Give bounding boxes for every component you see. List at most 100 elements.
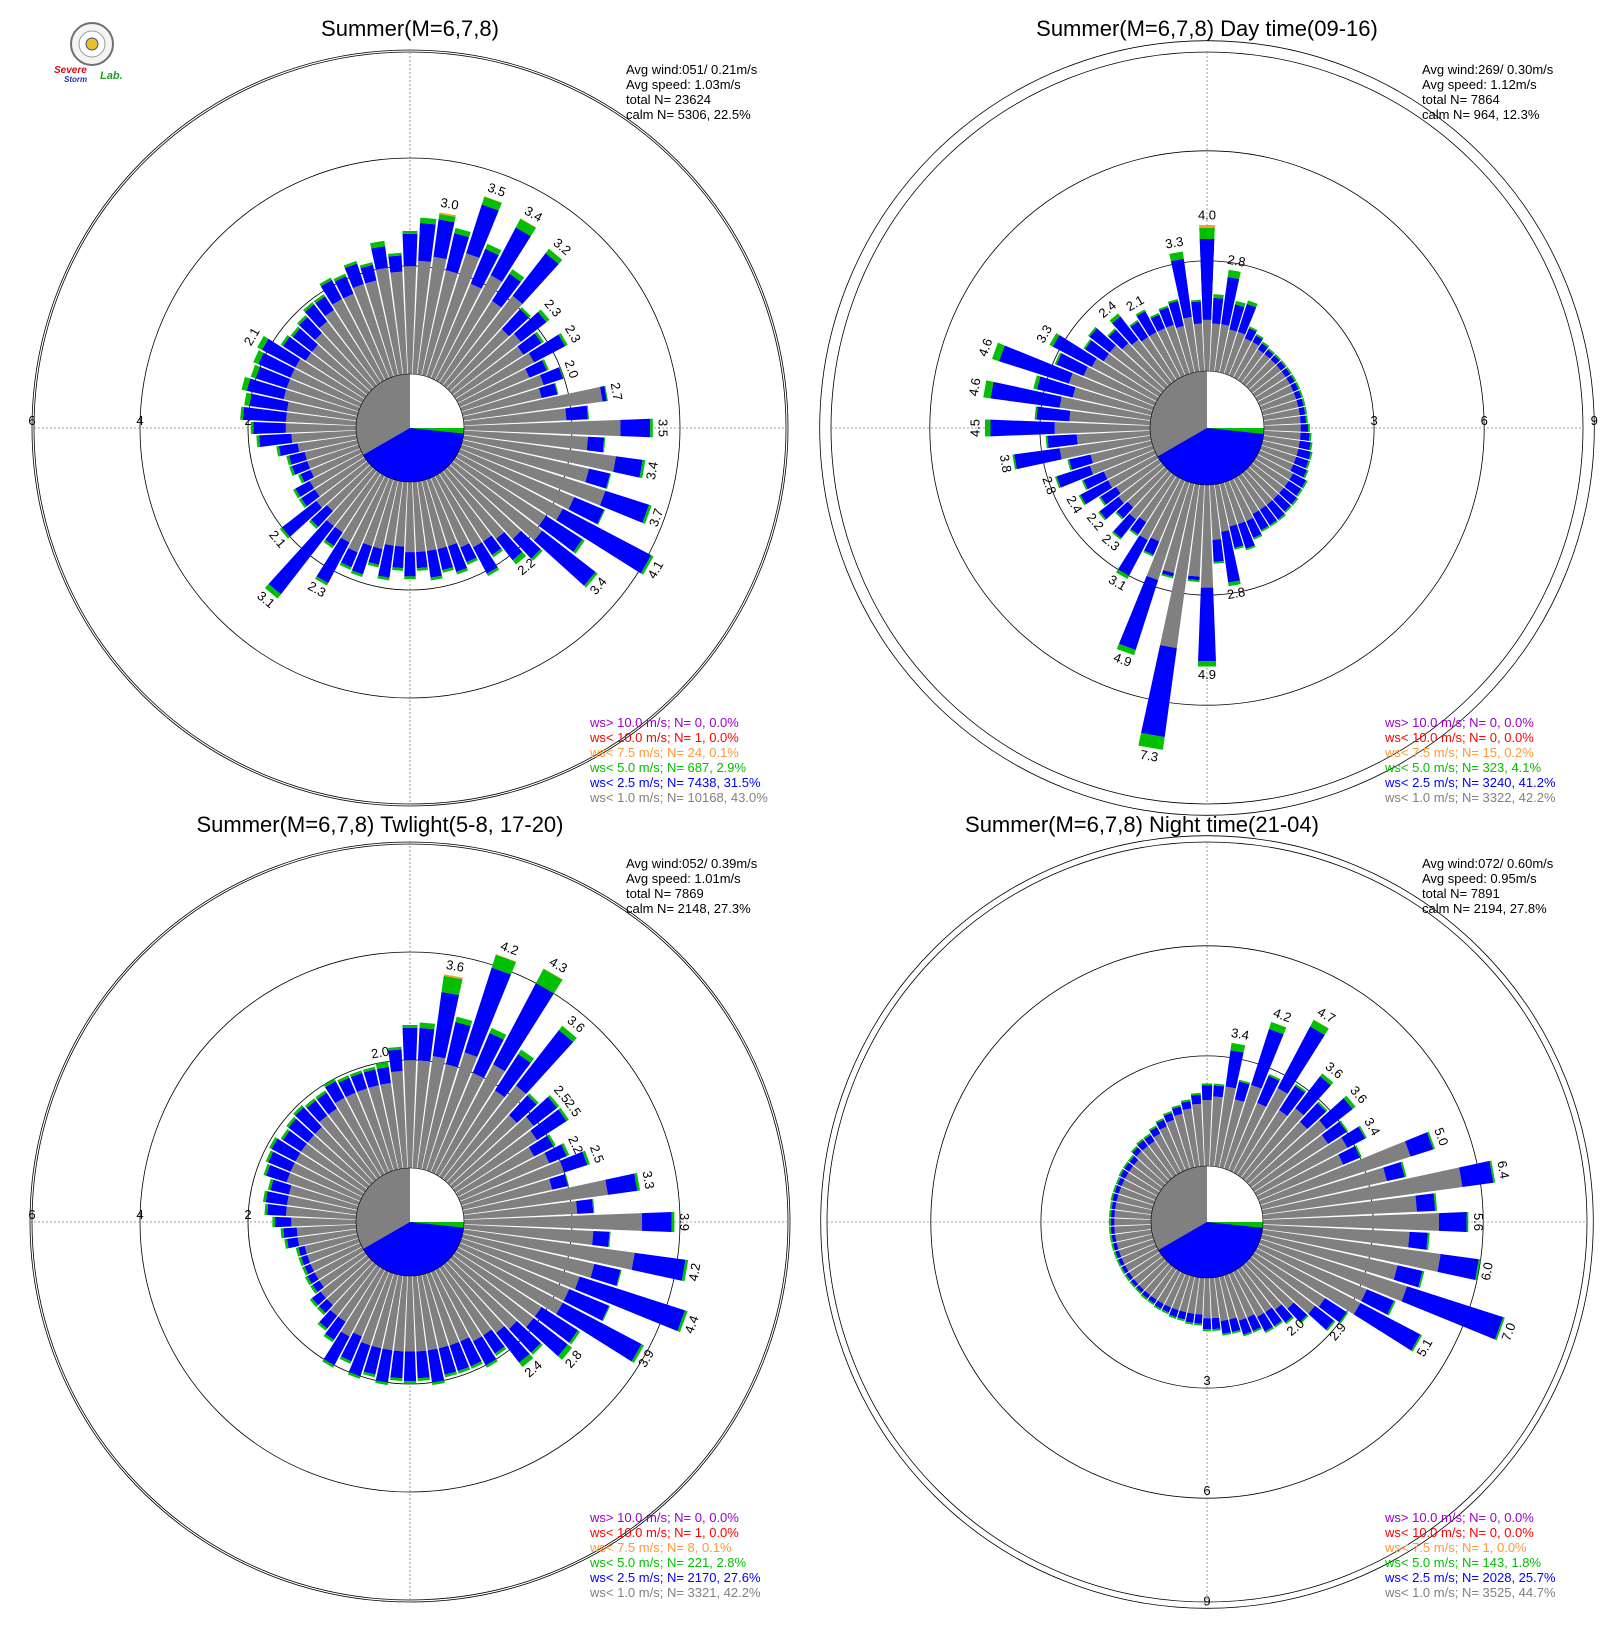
bar-segment-lt5 <box>1180 1099 1191 1103</box>
bar-segment-lt2_5 <box>472 1032 504 1078</box>
info-avg-speed: Avg speed: 1.03m/s <box>626 77 741 92</box>
bar-segment-lt5 <box>1147 1299 1155 1306</box>
bar-segment-lt2_5 <box>556 1302 642 1362</box>
bar-segment-lt5 <box>640 555 654 575</box>
bar-segment-lt2_5 <box>307 1272 319 1284</box>
bar-segment-lt2_5 <box>1229 304 1245 332</box>
bar-segment-lt2_5 <box>433 219 455 260</box>
bar-segment-lt1 <box>435 473 482 548</box>
bar-segment-lt1 <box>1233 1088 1288 1175</box>
bar-segment-lt5 <box>1155 1117 1164 1124</box>
bar-segment-lt1 <box>412 1275 427 1352</box>
bar-segment-lt2_5 <box>1114 1185 1122 1194</box>
ring-tick-label: 6 <box>1481 413 1488 428</box>
bar-segment-lt5 <box>985 419 991 437</box>
bar-label: 3.5 <box>656 419 671 437</box>
bar-segment-lt5 <box>681 1259 689 1282</box>
legend-entry: ws< 10.0 m/s; N= 1, 0.0% <box>589 730 739 745</box>
bar-segment-lt1 <box>1091 358 1159 402</box>
bar-segment-lt1 <box>1171 1273 1190 1311</box>
bar-segment-lt5 <box>250 364 261 379</box>
bar-segment-lt5 <box>392 567 404 571</box>
bar-segment-lt2_5 <box>1212 297 1224 325</box>
bar-segment-lt5 <box>1285 1316 1294 1325</box>
bar-segment-lt1 <box>363 478 394 547</box>
bar-segment-lt1 <box>403 266 417 375</box>
bar-segment-lt2_5 <box>1163 1112 1175 1123</box>
bar-segment-lt2_5 <box>1201 1085 1213 1101</box>
bar-segment-lt5 <box>313 294 326 304</box>
bar-segment-lt2_5 <box>1299 415 1307 424</box>
bar-segment-lt5 <box>1339 1311 1349 1324</box>
bar-segment-lt2_5 <box>1415 1193 1436 1212</box>
bar-segment-lt5 <box>586 405 590 420</box>
bar-segment-lt5 <box>1307 424 1310 432</box>
bar-segment-lt1 <box>1245 1121 1308 1184</box>
legend-entry: ws< 5.0 m/s; N= 323, 4.1% <box>1384 760 1542 775</box>
bar-segment-lt5 <box>631 1344 645 1363</box>
bar-segment-lt1 <box>334 471 381 533</box>
bar-segment-lt1 <box>1195 1277 1205 1315</box>
bar-segment-lt5 <box>1081 479 1088 491</box>
bar-segment-lt5 <box>1249 326 1258 332</box>
bar-segment-lt1 <box>1256 1154 1344 1201</box>
bar-segment-lt1 <box>1131 339 1173 386</box>
bar-segment-lt2_5 <box>258 352 295 378</box>
bar-segment-lt1 <box>1254 1137 1348 1196</box>
bar-segment-lt1 <box>310 1242 362 1272</box>
bar-segment-lt2_5 <box>1111 1201 1117 1210</box>
bar-segment-lt1 <box>1115 458 1162 494</box>
bar-segment-lt1 <box>460 444 606 506</box>
bar-segment-lt2_5 <box>509 1095 537 1123</box>
bar-segment-lt5 <box>592 1198 595 1214</box>
bar-segment-lt1 <box>1224 331 1246 376</box>
info-avg-wind: Avg wind:269/ 0.30m/s <box>1422 62 1554 77</box>
calm-disk-outline <box>355 1167 465 1277</box>
bar-segment-lt2_5 <box>1353 1302 1421 1351</box>
bar-segment-lt2_5 <box>1404 1132 1434 1157</box>
bar-segment-lt1 <box>446 1115 517 1186</box>
bar-label: 2.5 <box>587 1143 607 1165</box>
bar-segment-lt1 <box>1214 1276 1229 1322</box>
bar-label: 2.8 <box>1226 584 1246 602</box>
bar-segment-lt1 <box>463 408 567 426</box>
bar-segment-lt1 <box>391 1070 408 1169</box>
bar-segment-lt2_5 <box>1296 448 1311 460</box>
bar-segment-lt2_5 <box>1229 524 1244 548</box>
bar-segment-lt5 <box>1116 643 1136 656</box>
bar-segment-lt5 <box>1433 1193 1438 1211</box>
bar-segment-lt2_5 <box>1341 1126 1366 1148</box>
bar-segment-lt5 <box>1277 513 1286 521</box>
ring-tick-label: 9 <box>1591 413 1598 428</box>
bar-segment-lt1 <box>417 1274 438 1351</box>
bar-segment-lt1 <box>463 1201 578 1220</box>
calm-slice-green <box>1207 428 1264 434</box>
bar-segment-lt2_5 <box>390 1350 404 1379</box>
bar-segment-lt5 <box>316 1306 326 1316</box>
bar-segment-lt5 <box>301 1266 309 1276</box>
bar-segment-lt5 <box>1153 1305 1162 1311</box>
bar-segment-lt1 <box>1115 1202 1153 1215</box>
bar-segment-lt2_5 <box>368 546 383 565</box>
bar-label: 3.4 <box>643 460 661 480</box>
bar-segment-lt5 <box>263 1163 271 1176</box>
bar-segment-lt2_5 <box>1156 1119 1167 1130</box>
bar-segment-lt5 <box>535 968 563 994</box>
bar-label: 2.8 <box>1226 252 1246 270</box>
bar-segment-lt2_5 <box>1221 530 1240 583</box>
bar-segment-lt5 <box>377 575 390 581</box>
bar-segment-lt5 <box>1187 579 1200 583</box>
bar-segment-lt1 <box>1118 1239 1156 1258</box>
bar-segment-lt5 <box>1310 1019 1329 1035</box>
bar-segment-lt5 <box>264 1203 269 1216</box>
bar-segment-lt1 <box>285 423 357 433</box>
bar-segment-lt2_5 <box>249 393 289 412</box>
bar-segment-lt2_5 <box>1251 1028 1284 1089</box>
bar-segment-lt1 <box>1202 319 1212 372</box>
bar-segment-lt5 <box>1034 406 1038 420</box>
bar-segment-lt5 <box>1295 381 1301 390</box>
bar-segment-lt1 <box>1261 400 1299 416</box>
bar-segment-lt1 <box>375 267 403 376</box>
bar-segment-lt5 <box>1286 366 1292 375</box>
